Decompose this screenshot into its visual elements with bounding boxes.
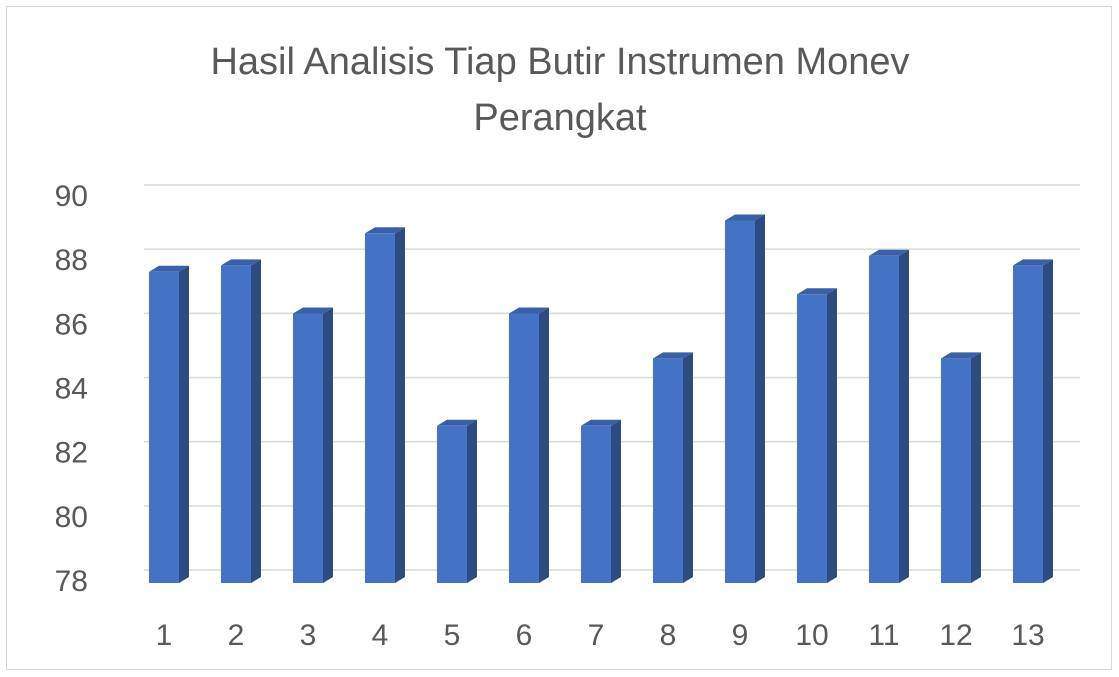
y-tick-label: 90	[55, 180, 88, 213]
x-tick-label: 1	[156, 619, 173, 652]
bar-top	[509, 307, 549, 314]
x-tick-label: 7	[588, 619, 605, 652]
bar	[149, 271, 179, 583]
bar-top	[365, 227, 405, 234]
bar-top	[437, 419, 477, 426]
y-tick-label: 78	[55, 565, 88, 598]
x-tick-label: 10	[795, 619, 828, 652]
bar	[725, 220, 755, 584]
bar-side	[179, 265, 189, 583]
chart-frame	[6, 6, 1112, 670]
bar	[365, 233, 395, 583]
bar-top	[221, 259, 261, 266]
x-tick-label: 6	[516, 619, 533, 652]
bar	[797, 294, 827, 583]
y-tick-label: 86	[55, 308, 88, 341]
bar	[221, 265, 251, 583]
bar-top	[581, 419, 621, 426]
bar	[1013, 265, 1043, 583]
bar	[869, 255, 899, 583]
bar	[581, 425, 611, 583]
x-tick-label: 12	[939, 619, 972, 652]
bar	[437, 425, 467, 583]
bar-side	[539, 307, 549, 583]
bar	[293, 313, 323, 583]
bar-side	[683, 352, 693, 583]
bar-top	[941, 352, 981, 359]
bar-top	[293, 307, 333, 314]
bar-side	[971, 352, 981, 583]
x-tick-label: 4	[372, 619, 389, 652]
bar-top	[725, 214, 765, 221]
bar-top	[869, 249, 909, 256]
x-tick-label: 5	[444, 619, 461, 652]
x-tick-label: 8	[660, 619, 677, 652]
bar-top	[797, 288, 837, 295]
y-tick-label: 80	[55, 501, 88, 534]
bar	[509, 313, 539, 583]
bar-side	[899, 249, 909, 583]
bar-side	[395, 227, 405, 583]
bar-side	[251, 259, 261, 583]
bar-side	[467, 419, 477, 583]
bar-top	[1013, 259, 1053, 266]
bar-top	[653, 352, 693, 359]
x-tick-label: 11	[868, 619, 899, 652]
bar	[653, 358, 683, 583]
bar	[941, 358, 971, 583]
bar-side	[1043, 259, 1053, 583]
bar-side	[827, 288, 837, 583]
y-tick-label: 84	[55, 372, 88, 405]
bar-top	[149, 265, 189, 272]
x-tick-label: 13	[1011, 619, 1044, 652]
x-tick-label: 3	[300, 619, 317, 652]
x-tick-label: 2	[228, 619, 245, 652]
chart-title: Hasil Analisis Tiap Butir Instrumen Mone…	[210, 41, 910, 139]
y-tick-label: 82	[55, 437, 88, 470]
x-tick-label: 9	[732, 619, 749, 652]
bar-side	[323, 307, 333, 583]
y-tick-label: 88	[55, 244, 88, 277]
bar-side	[755, 214, 765, 584]
bar-side	[611, 419, 621, 583]
